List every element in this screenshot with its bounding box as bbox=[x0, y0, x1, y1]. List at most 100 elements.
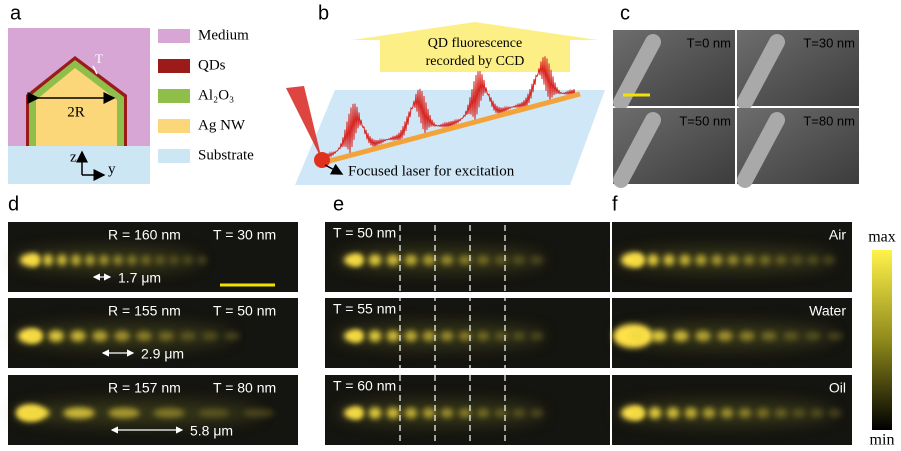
glow-node bbox=[513, 256, 526, 265]
glow-node bbox=[711, 255, 722, 265]
substrate bbox=[8, 146, 150, 184]
legend-swatch bbox=[158, 149, 190, 163]
glow-node bbox=[663, 254, 674, 265]
glow-node bbox=[721, 408, 734, 418]
z-label: z bbox=[70, 149, 77, 165]
glow-node bbox=[441, 255, 454, 265]
thickness-label: T = 60 nm bbox=[333, 378, 396, 394]
glow-node bbox=[92, 331, 107, 342]
panel-label: b bbox=[318, 2, 329, 24]
glow-node bbox=[477, 331, 490, 340]
glow-node bbox=[805, 332, 820, 341]
period-label: 1.7 μm bbox=[118, 270, 161, 286]
glow-node bbox=[775, 255, 786, 264]
glow-node bbox=[743, 255, 754, 265]
medium-label: Oil bbox=[829, 380, 846, 396]
image-label: T=80 nm bbox=[803, 113, 855, 128]
glow-node bbox=[651, 330, 666, 342]
thickness-label: T = 50 nm bbox=[213, 303, 276, 319]
legend-entry: Al₂O₃ bbox=[198, 87, 234, 103]
thickness-label: T = 50 nm bbox=[333, 225, 396, 241]
glow-node bbox=[647, 254, 658, 266]
glow-node bbox=[351, 254, 364, 266]
legend-swatch bbox=[158, 119, 190, 133]
glow-node bbox=[351, 330, 364, 342]
colorbar bbox=[872, 250, 892, 430]
period-label: 5.8 μm bbox=[190, 423, 233, 439]
glow-node bbox=[667, 407, 680, 418]
glow-node bbox=[531, 332, 544, 341]
glow-node bbox=[387, 330, 400, 341]
image-label: T=50 nm bbox=[679, 113, 731, 128]
glow-node bbox=[629, 330, 644, 342]
glow-node bbox=[761, 331, 776, 340]
glow-node bbox=[793, 409, 806, 418]
image-label: T=30 nm bbox=[803, 35, 855, 50]
glow-node bbox=[243, 409, 275, 418]
glow-node bbox=[99, 255, 109, 265]
glow-node bbox=[153, 408, 185, 418]
glow-node bbox=[369, 330, 382, 342]
bottom-text: Focused laser for excitation bbox=[348, 163, 515, 179]
panel-label: d bbox=[8, 193, 19, 215]
laser bbox=[286, 86, 322, 160]
glow-node bbox=[141, 255, 151, 264]
glow-node bbox=[70, 330, 85, 341]
glow-node bbox=[775, 408, 788, 417]
panel-label: a bbox=[10, 2, 22, 24]
glow-node bbox=[695, 331, 710, 342]
glow-node bbox=[759, 255, 770, 264]
glow-node bbox=[405, 408, 418, 419]
glow-node bbox=[85, 255, 95, 266]
glow-node bbox=[531, 256, 544, 265]
glow-node bbox=[477, 255, 490, 264]
glow-node bbox=[423, 255, 436, 265]
legend-entry: QDs bbox=[198, 57, 226, 73]
glow-node bbox=[29, 254, 39, 266]
glow-node bbox=[57, 254, 67, 265]
glow-node bbox=[441, 408, 454, 418]
glow-node bbox=[477, 408, 490, 417]
radius-label: R = 155 nm bbox=[108, 303, 181, 319]
top-text: QD fluorescence bbox=[428, 36, 522, 51]
glow-node bbox=[739, 408, 752, 418]
glow-node bbox=[183, 256, 193, 265]
glow-node bbox=[811, 409, 824, 418]
glow-node bbox=[423, 331, 436, 341]
radius-label: R = 157 nm bbox=[108, 380, 181, 396]
glow-node bbox=[43, 254, 53, 266]
image-label: T=0 nm bbox=[687, 35, 731, 50]
glow-node bbox=[757, 408, 770, 417]
glow-node bbox=[405, 255, 418, 266]
glow-node bbox=[387, 407, 400, 418]
legend-entry: Substrate bbox=[198, 147, 254, 163]
medium-label: Air bbox=[829, 227, 846, 243]
glow-node bbox=[513, 409, 526, 418]
y-label: y bbox=[108, 161, 116, 177]
glow-node bbox=[679, 254, 690, 265]
glow-node bbox=[136, 331, 151, 341]
glow-node bbox=[224, 332, 239, 341]
glow-node bbox=[717, 331, 732, 341]
glow-node bbox=[531, 409, 544, 418]
period-label: 2.9 μm bbox=[141, 346, 184, 362]
legend-entry: Medium bbox=[198, 27, 249, 43]
panel-label: f bbox=[612, 193, 618, 215]
glow-node bbox=[695, 255, 706, 266]
medium-label: Water bbox=[809, 303, 846, 319]
glow-node bbox=[155, 255, 165, 264]
legend-swatch bbox=[158, 29, 190, 43]
glow-node bbox=[113, 255, 123, 265]
panel-label: e bbox=[333, 193, 344, 215]
panel-label: c bbox=[620, 2, 630, 24]
glow-node bbox=[807, 256, 818, 265]
glow-node bbox=[18, 407, 50, 419]
glow-node bbox=[48, 330, 63, 342]
glow-node bbox=[823, 256, 834, 265]
glow-node bbox=[71, 254, 81, 265]
glow-node bbox=[739, 331, 754, 341]
figure: abcdef2RTzyMediumQDsAl₂O₃Ag NWSubstrateQ… bbox=[0, 0, 901, 451]
glow-node bbox=[26, 330, 41, 342]
thickness-label: T = 80 nm bbox=[213, 380, 276, 396]
glow-node bbox=[63, 407, 95, 418]
